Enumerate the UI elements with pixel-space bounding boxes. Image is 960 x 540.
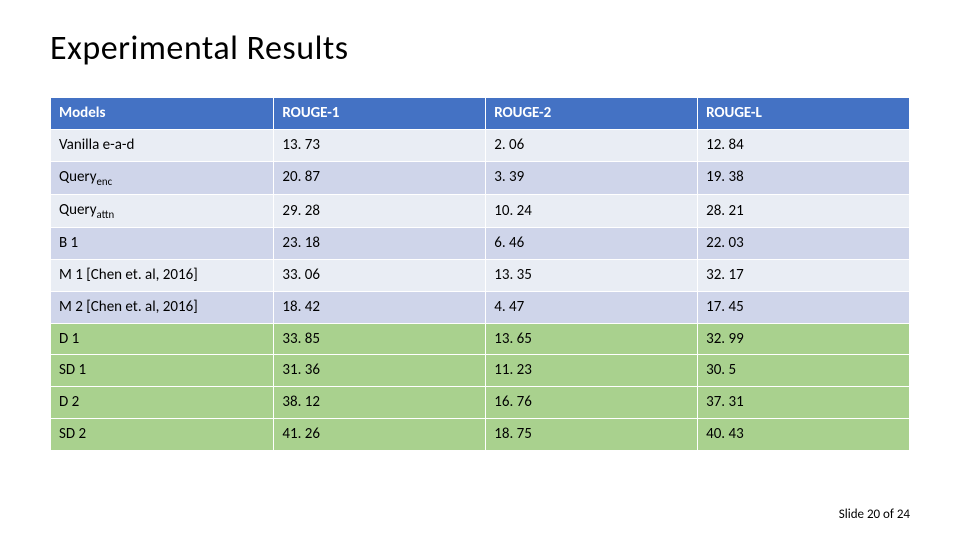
col-rougel: ROUGE-L bbox=[698, 98, 910, 130]
cell-value: 29. 28 bbox=[274, 194, 486, 227]
cell-value: 22. 03 bbox=[698, 228, 910, 260]
table-row: SD 131. 3611. 2330. 5 bbox=[51, 355, 910, 387]
col-rouge1: ROUGE-1 bbox=[274, 98, 486, 130]
cell-model: M 2 [Chen et. al, 2016] bbox=[51, 291, 274, 323]
cell-model: SD 2 bbox=[51, 418, 274, 450]
cell-value: 18. 42 bbox=[274, 291, 486, 323]
cell-model: Vanilla e-a-d bbox=[51, 129, 274, 161]
slide-number: Slide 20 of 24 bbox=[839, 507, 910, 522]
cell-value: 30. 5 bbox=[698, 355, 910, 387]
cell-value: 32. 17 bbox=[698, 260, 910, 292]
cell-model: M 1 [Chen et. al, 2016] bbox=[51, 260, 274, 292]
cell-value: 13. 65 bbox=[486, 323, 698, 355]
cell-value: 37. 31 bbox=[698, 387, 910, 419]
cell-model: Queryattn bbox=[51, 194, 274, 227]
cell-value: 4. 47 bbox=[486, 291, 698, 323]
cell-value: 17. 45 bbox=[698, 291, 910, 323]
cell-value: 31. 36 bbox=[274, 355, 486, 387]
cell-value: 20. 87 bbox=[274, 161, 486, 194]
table-row: Vanilla e-a-d13. 732. 0612. 84 bbox=[51, 129, 910, 161]
cell-value: 23. 18 bbox=[274, 228, 486, 260]
cell-value: 40. 43 bbox=[698, 418, 910, 450]
cell-model: D 2 bbox=[51, 387, 274, 419]
slide: Experimental Results Models ROUGE-1 ROUG… bbox=[0, 0, 960, 540]
col-models: Models bbox=[51, 98, 274, 130]
table-row: Queryattn29. 2810. 2428. 21 bbox=[51, 194, 910, 227]
table-header-row: Models ROUGE-1 ROUGE-2 ROUGE-L bbox=[51, 98, 910, 130]
cell-value: 12. 84 bbox=[698, 129, 910, 161]
cell-value: 18. 75 bbox=[486, 418, 698, 450]
cell-value: 11. 23 bbox=[486, 355, 698, 387]
table-row: Queryenc20. 873. 3919. 38 bbox=[51, 161, 910, 194]
cell-value: 33. 06 bbox=[274, 260, 486, 292]
page-title: Experimental Results bbox=[50, 28, 910, 69]
cell-value: 38. 12 bbox=[274, 387, 486, 419]
table-row: SD 241. 2618. 7540. 43 bbox=[51, 418, 910, 450]
table-row: M 2 [Chen et. al, 2016]18. 424. 4717. 45 bbox=[51, 291, 910, 323]
cell-value: 10. 24 bbox=[486, 194, 698, 227]
cell-value: 13. 73 bbox=[274, 129, 486, 161]
cell-model: B 1 bbox=[51, 228, 274, 260]
col-rouge2: ROUGE-2 bbox=[486, 98, 698, 130]
table-row: D 133. 8513. 6532. 99 bbox=[51, 323, 910, 355]
cell-value: 32. 99 bbox=[698, 323, 910, 355]
table-row: B 123. 186. 4622. 03 bbox=[51, 228, 910, 260]
table-row: D 238. 1216. 7637. 31 bbox=[51, 387, 910, 419]
cell-value: 2. 06 bbox=[486, 129, 698, 161]
table-row: M 1 [Chen et. al, 2016]33. 0613. 3532. 1… bbox=[51, 260, 910, 292]
cell-model: Queryenc bbox=[51, 161, 274, 194]
results-table: Models ROUGE-1 ROUGE-2 ROUGE-L Vanilla e… bbox=[50, 97, 910, 451]
cell-value: 6. 46 bbox=[486, 228, 698, 260]
cell-value: 13. 35 bbox=[486, 260, 698, 292]
cell-value: 16. 76 bbox=[486, 387, 698, 419]
cell-value: 28. 21 bbox=[698, 194, 910, 227]
cell-value: 19. 38 bbox=[698, 161, 910, 194]
cell-value: 3. 39 bbox=[486, 161, 698, 194]
cell-model: D 1 bbox=[51, 323, 274, 355]
cell-value: 41. 26 bbox=[274, 418, 486, 450]
cell-model: SD 1 bbox=[51, 355, 274, 387]
cell-value: 33. 85 bbox=[274, 323, 486, 355]
